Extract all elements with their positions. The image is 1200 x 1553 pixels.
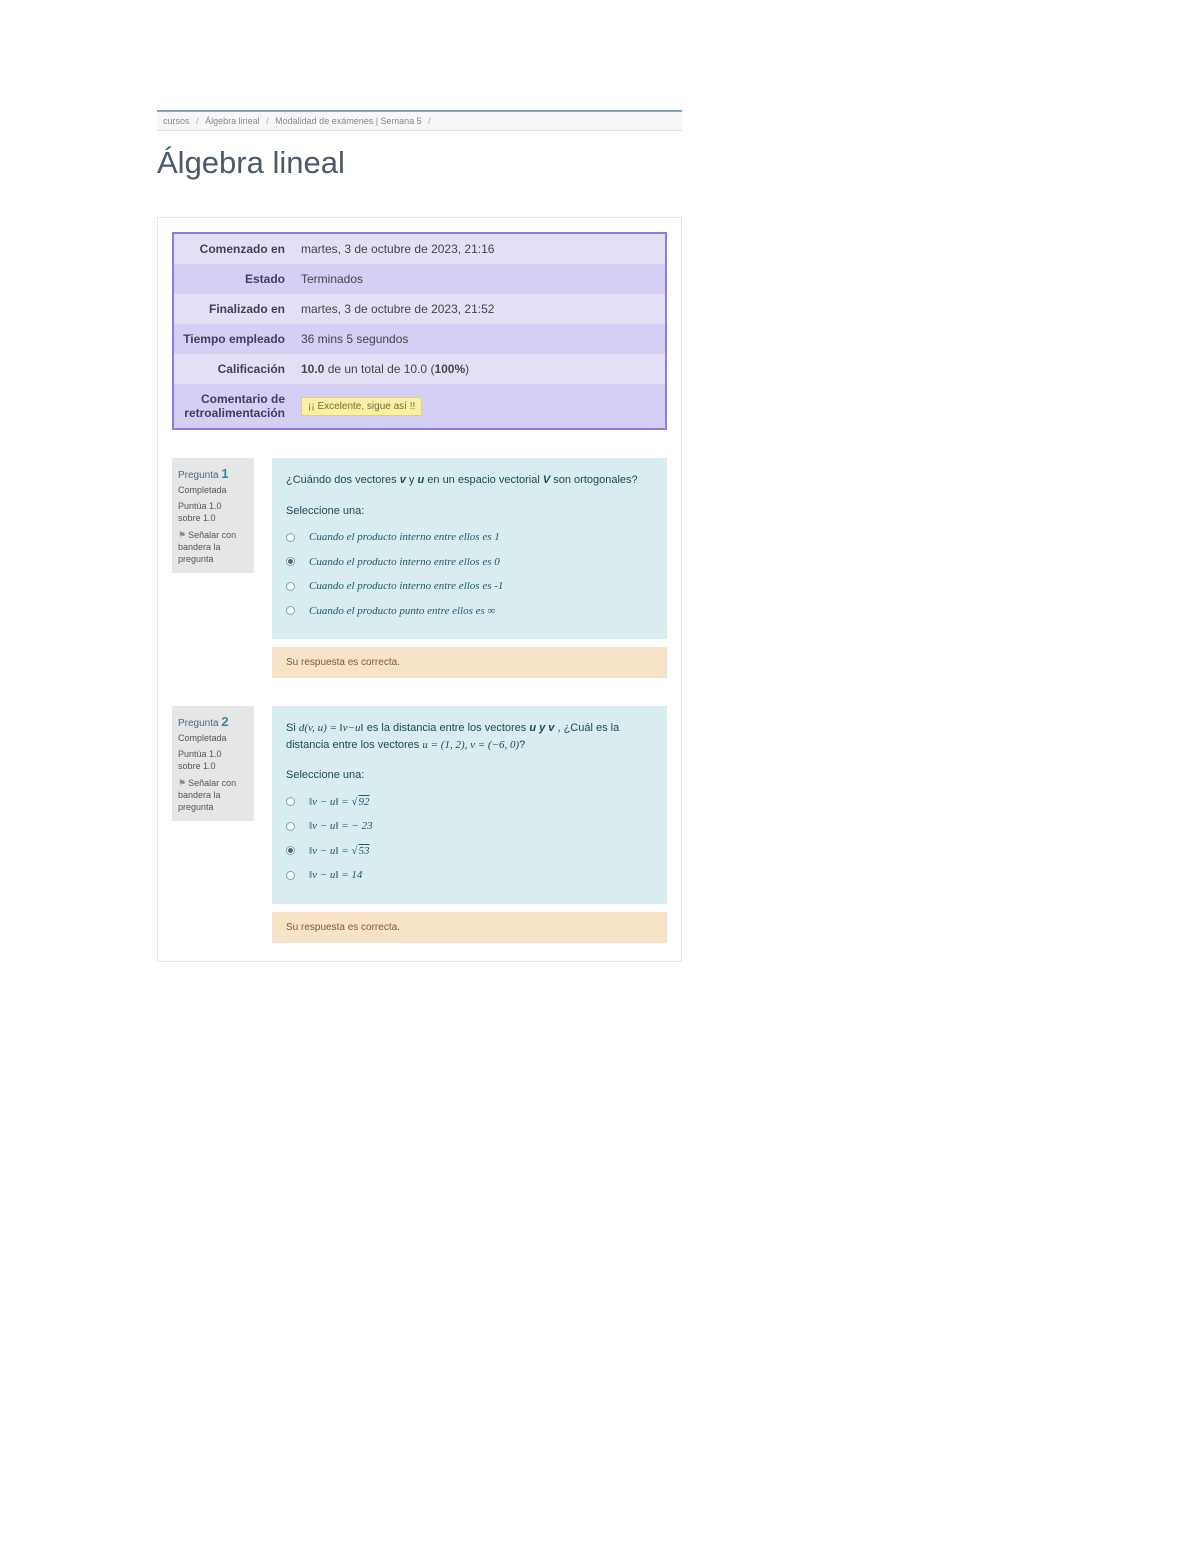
option-text: ‖v − u‖ = √92 [309,794,369,811]
summary-table: Comenzado enmartes, 3 de octubre de 2023… [172,232,667,430]
radio-icon[interactable] [286,557,295,566]
answer-option[interactable]: Cuando el producto punto entre ellos es … [286,599,653,624]
quiz-summary-box: Comenzado enmartes, 3 de octubre de 2023… [157,217,682,962]
radio-icon[interactable] [286,846,295,855]
option-text: Cuando el producto interno entre ellos e… [309,529,500,546]
answer-option[interactable]: Cuando el producto interno entre ellos e… [286,550,653,575]
summary-label: Comenzado en [173,233,293,264]
flag-icon: ⚑ [178,778,186,788]
breadcrumb: cursos / Álgebra lineal / Modalidad de e… [157,112,682,131]
summary-label: Calificación [173,354,293,384]
breadcrumb-sep: / [196,116,199,126]
summary-value: martes, 3 de octubre de 2023, 21:16 [293,233,666,264]
answer-option[interactable]: ‖v − u‖ = 14 [286,863,653,888]
question-score: Puntúa 1.0 sobre 1.0 [178,749,248,772]
question-block: Pregunta 1 Completada Puntúa 1.0 sobre 1… [172,458,667,678]
answer-option[interactable]: Cuando el producto interno entre ellos e… [286,525,653,550]
summary-row: Finalizado enmartes, 3 de octubre de 202… [173,294,666,324]
summary-value: Terminados [293,264,666,294]
flag-icon: ⚑ [178,530,186,540]
page-title: Álgebra lineal [157,131,682,195]
option-text: ‖v − u‖ = − 23 [309,818,373,835]
summary-row: Calificación10.0 de un total de 10.0 (10… [173,354,666,384]
flag-question-link[interactable]: ⚑Señalar con bandera la pregunta [178,530,248,565]
option-text: Cuando el producto interno entre ellos e… [309,554,500,571]
select-header: Seleccione una: [286,767,653,784]
flag-question-link[interactable]: ⚑Señalar con bandera la pregunta [178,778,248,813]
radio-icon[interactable] [286,606,295,615]
summary-row: EstadoTerminados [173,264,666,294]
summary-label: Tiempo empleado [173,324,293,354]
summary-label: Estado [173,264,293,294]
question-feedback: Su respuesta es correcta. [272,647,667,678]
question-status: Completada [178,733,248,743]
question-content: Si d(v, u) = ‖v−u‖ es la distancia entre… [272,706,667,904]
option-text: ‖v − u‖ = 14 [309,867,362,884]
radio-icon[interactable] [286,533,295,542]
option-text: Cuando el producto interno entre ellos e… [309,578,503,595]
summary-row: Comentario de retroalimentación ¡¡ Excele… [173,384,666,429]
radio-icon[interactable] [286,797,295,806]
answer-option[interactable]: ‖v − u‖ = − 23 [286,814,653,839]
breadcrumb-sep: / [266,116,269,126]
question-number: 2 [221,714,228,729]
summary-row: Tiempo empleado36 mins 5 segundos [173,324,666,354]
summary-value: 36 mins 5 segundos [293,324,666,354]
question-prompt: Si d(v, u) = ‖v−u‖ es la distancia entre… [286,720,653,753]
question-sidebar: Pregunta 2 Completada Puntúa 1.0 sobre 1… [172,706,254,821]
question-score: Puntúa 1.0 sobre 1.0 [178,501,248,524]
radio-icon[interactable] [286,582,295,591]
question-feedback: Su respuesta es correcta. [272,912,667,943]
breadcrumb-item-section[interactable]: Modalidad de exámenes | Semana 5 [275,116,421,126]
select-header: Seleccione una: [286,503,653,520]
question-number: 1 [221,466,228,481]
summary-label: Finalizado en [173,294,293,324]
question-content: ¿Cuándo dos vectores v y u en un espacio… [272,458,667,639]
answer-option[interactable]: ‖v − u‖ = √53 [286,839,653,864]
summary-value: ¡¡ Excelente, sigue así !! [293,384,666,429]
breadcrumb-item-cursos[interactable]: cursos [163,116,190,126]
radio-icon[interactable] [286,822,295,831]
question-label: Pregunta 1 [178,466,248,481]
summary-value: martes, 3 de octubre de 2023, 21:52 [293,294,666,324]
question-sidebar: Pregunta 1 Completada Puntúa 1.0 sobre 1… [172,458,254,573]
question-status: Completada [178,485,248,495]
summary-label: Comentario de retroalimentación [173,384,293,429]
question-label: Pregunta 2 [178,714,248,729]
breadcrumb-sep: / [428,116,431,126]
feedback-badge: ¡¡ Excelente, sigue así !! [301,397,422,416]
question-prompt: ¿Cuándo dos vectores v y u en un espacio… [286,472,653,489]
option-text: Cuando el producto punto entre ellos es … [309,603,495,620]
answer-option[interactable]: Cuando el producto interno entre ellos e… [286,574,653,599]
summary-row: Comenzado enmartes, 3 de octubre de 2023… [173,233,666,264]
radio-icon[interactable] [286,871,295,880]
option-text: ‖v − u‖ = √53 [309,843,369,860]
answer-option[interactable]: ‖v − u‖ = √92 [286,790,653,815]
breadcrumb-item-course[interactable]: Álgebra lineal [205,116,260,126]
summary-value: 10.0 de un total de 10.0 (100%) [293,354,666,384]
question-block: Pregunta 2 Completada Puntúa 1.0 sobre 1… [172,706,667,943]
